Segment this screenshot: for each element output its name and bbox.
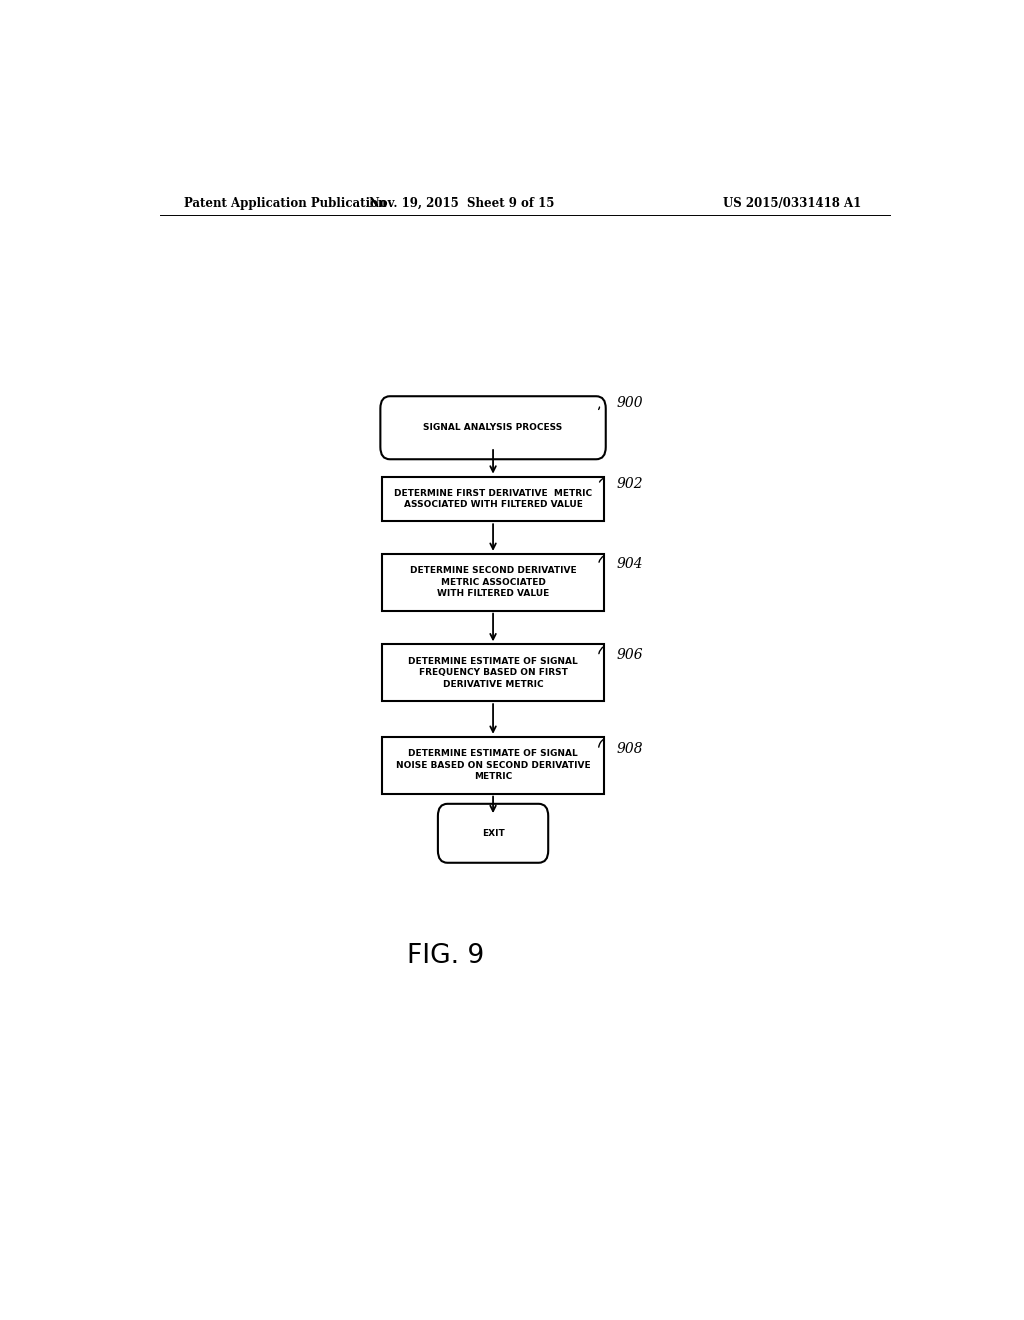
- Text: 906: 906: [616, 648, 643, 663]
- Text: EXIT: EXIT: [481, 829, 505, 838]
- Text: DETERMINE FIRST DERIVATIVE  METRIC
ASSOCIATED WITH FILTERED VALUE: DETERMINE FIRST DERIVATIVE METRIC ASSOCI…: [394, 488, 592, 510]
- Text: 902: 902: [616, 477, 643, 491]
- Text: DETERMINE SECOND DERIVATIVE
METRIC ASSOCIATED
WITH FILTERED VALUE: DETERMINE SECOND DERIVATIVE METRIC ASSOC…: [410, 566, 577, 598]
- Text: 904: 904: [616, 557, 643, 572]
- Bar: [382, 737, 604, 793]
- FancyBboxPatch shape: [380, 396, 606, 459]
- Text: SIGNAL ANALYSIS PROCESS: SIGNAL ANALYSIS PROCESS: [424, 424, 562, 432]
- Bar: [382, 477, 604, 521]
- Text: 900: 900: [616, 396, 643, 411]
- Text: FIG. 9: FIG. 9: [407, 944, 484, 969]
- Text: Nov. 19, 2015  Sheet 9 of 15: Nov. 19, 2015 Sheet 9 of 15: [369, 197, 554, 210]
- Text: Patent Application Publication: Patent Application Publication: [183, 197, 386, 210]
- Text: 908: 908: [616, 742, 643, 756]
- Text: US 2015/0331418 A1: US 2015/0331418 A1: [723, 197, 861, 210]
- FancyBboxPatch shape: [438, 804, 548, 863]
- Bar: [382, 644, 604, 701]
- Bar: [382, 554, 604, 611]
- Text: DETERMINE ESTIMATE OF SIGNAL
FREQUENCY BASED ON FIRST
DERIVATIVE METRIC: DETERMINE ESTIMATE OF SIGNAL FREQUENCY B…: [409, 657, 578, 689]
- Text: DETERMINE ESTIMATE OF SIGNAL
NOISE BASED ON SECOND DERIVATIVE
METRIC: DETERMINE ESTIMATE OF SIGNAL NOISE BASED…: [395, 750, 591, 781]
